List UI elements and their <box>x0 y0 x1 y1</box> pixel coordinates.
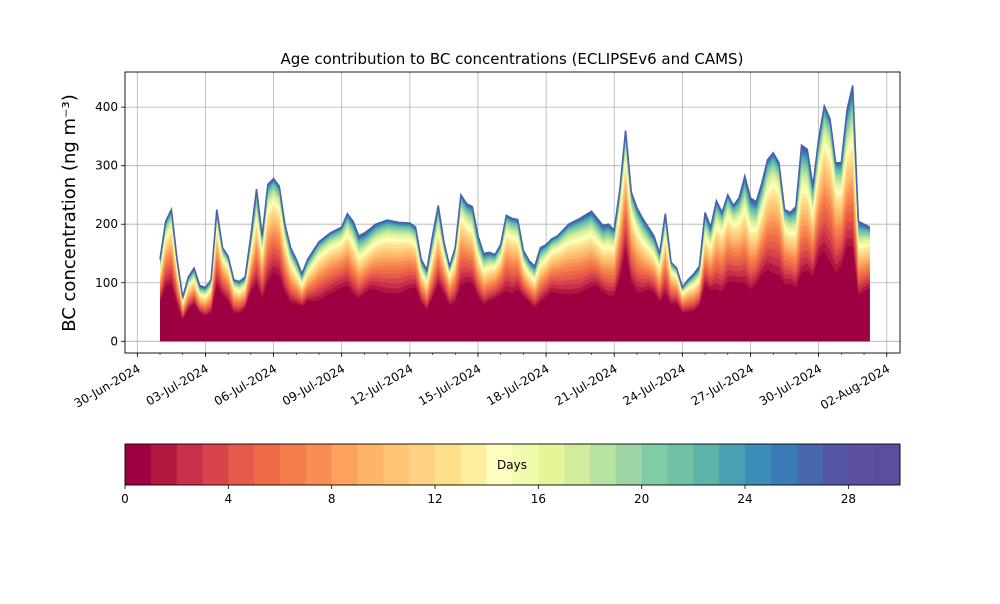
colorbar-tick-label: 12 <box>427 492 442 506</box>
colorbar-swatch <box>305 444 333 485</box>
colorbar-swatch <box>202 444 229 485</box>
total-line <box>159 85 871 298</box>
colorbar-tick-label: 0 <box>121 492 129 506</box>
y-tick-label: 0 <box>110 334 118 348</box>
total-outline <box>159 85 871 298</box>
colorbar-tick-label: 16 <box>531 492 546 506</box>
x-tick-label: 03-Jul-2024 <box>144 361 211 408</box>
y-tick-label: 300 <box>95 159 118 173</box>
x-tick-label: 24-Jul-2024 <box>621 361 688 408</box>
colorbar-swatch <box>874 444 901 485</box>
colorbar-swatch <box>254 444 281 485</box>
x-tick-label: 09-Jul-2024 <box>280 361 347 408</box>
colorbar-swatch <box>460 444 488 485</box>
y-tick-label: 400 <box>95 100 118 114</box>
colorbar-swatch <box>615 444 643 485</box>
colorbar-swatch <box>564 444 591 485</box>
colorbar-tick-label: 24 <box>737 492 752 506</box>
x-tick-label: 30-Jul-2024 <box>757 361 824 408</box>
colorbar-ticks: 0 4 8 12 16 20 24 28 <box>121 485 856 506</box>
plot-frame <box>124 71 901 354</box>
x-tick-label: 21-Jul-2024 <box>552 361 619 408</box>
colorbar-swatch <box>486 444 513 485</box>
colorbar-swatch <box>409 444 436 485</box>
colorbar-swatch <box>150 444 178 485</box>
colorbar-frame <box>124 443 901 486</box>
colorbar-tick-label: 28 <box>841 492 856 506</box>
chart-title: Age contribution to BC concentrations (E… <box>281 50 744 68</box>
colorbar-tick-label: 8 <box>328 492 336 506</box>
colorbar-swatch <box>745 444 772 485</box>
colorbar-tick-label: 4 <box>225 492 233 506</box>
stacked-area-layers <box>160 85 870 342</box>
colorbar-swatch <box>435 444 462 485</box>
x-tick-label: 06-Jul-2024 <box>212 361 279 408</box>
y-tick-label: 200 <box>95 217 118 231</box>
colorbar-swatch <box>331 444 358 485</box>
colorbar-swatch <box>796 444 823 485</box>
x-tick-label: 30-Jun-2024 <box>72 361 143 410</box>
age-layer-day-0 <box>160 245 870 342</box>
colorbar <box>125 444 901 485</box>
colorbar-swatch <box>822 444 849 485</box>
colorbar-swatch <box>512 444 539 485</box>
colorbar-swatch <box>538 444 565 485</box>
x-tick-label: 02-Aug-2024 <box>818 361 892 412</box>
colorbar-label: Days <box>497 458 527 472</box>
colorbar-swatch <box>641 444 668 485</box>
colorbar-swatch <box>848 444 875 485</box>
x-tick-label: 27-Jul-2024 <box>689 361 756 408</box>
colorbar-swatch <box>125 444 152 485</box>
colorbar-swatch <box>667 444 694 485</box>
y-axis-label: BC concentration (ng m⁻³) <box>59 94 80 332</box>
colorbar-swatch <box>357 444 384 485</box>
colorbar-swatch <box>280 444 307 485</box>
colorbar-swatch <box>770 444 798 485</box>
colorbar-swatch <box>228 444 255 485</box>
colorbar-swatch <box>590 444 617 485</box>
colorbar-tick-label: 20 <box>634 492 649 506</box>
colorbar-swatch <box>176 444 203 485</box>
colorbar-swatch <box>693 444 720 485</box>
colorbar-swatch <box>719 444 746 485</box>
colorbar-swatch <box>383 444 410 485</box>
x-tick-label: 18-Jul-2024 <box>484 361 551 408</box>
x-tick-label: 15-Jul-2024 <box>416 361 483 408</box>
x-tick-label: 12-Jul-2024 <box>348 361 415 408</box>
y-tick-label: 100 <box>95 276 118 290</box>
